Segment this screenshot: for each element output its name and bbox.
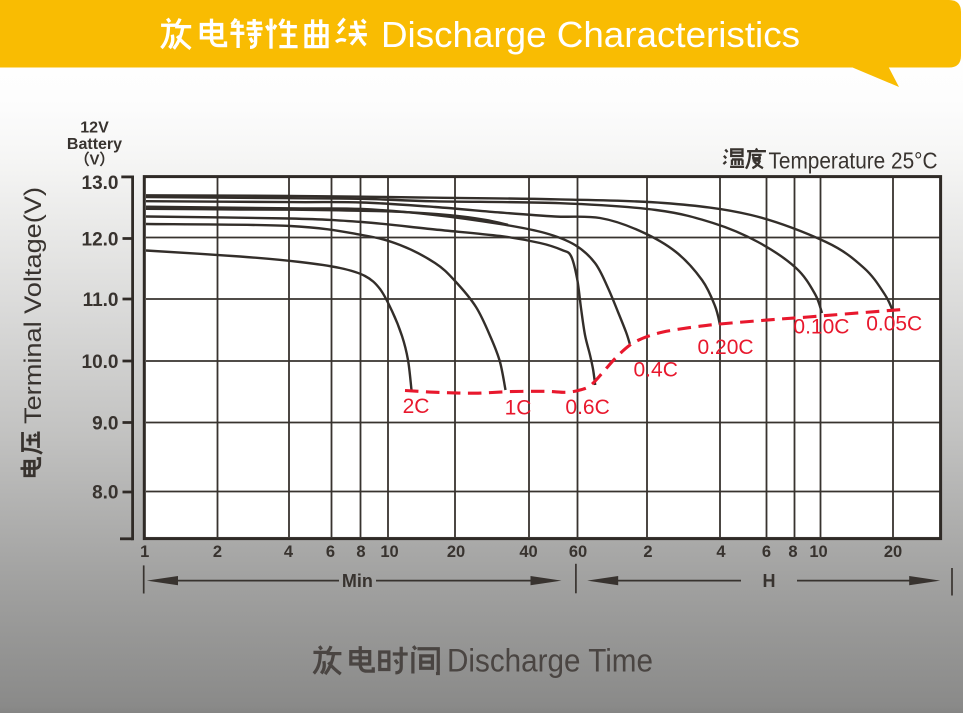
- svg-text:10.0: 10.0: [82, 352, 119, 373]
- svg-text:10: 10: [380, 543, 398, 561]
- svg-text:0.10C: 0.10C: [793, 316, 849, 339]
- svg-text:0.20C: 0.20C: [698, 336, 754, 359]
- svg-text:0.6C: 0.6C: [565, 396, 609, 419]
- svg-text:Terminal Voltage(V): Terminal Voltage(V): [20, 187, 47, 424]
- svg-text:2C: 2C: [403, 395, 430, 418]
- svg-text:0.4C: 0.4C: [634, 358, 678, 381]
- svg-text:1C: 1C: [505, 397, 532, 420]
- svg-text:10: 10: [809, 543, 827, 561]
- svg-text:20: 20: [447, 543, 465, 561]
- svg-text:8: 8: [356, 543, 365, 561]
- svg-text:8: 8: [788, 543, 797, 561]
- svg-text:2: 2: [213, 543, 222, 561]
- svg-text:40: 40: [519, 543, 537, 561]
- svg-text:60: 60: [569, 543, 587, 561]
- svg-text:（V）: （V）: [74, 151, 114, 169]
- svg-text:H: H: [763, 571, 776, 591]
- svg-text:9.0: 9.0: [92, 413, 118, 434]
- svg-text:4: 4: [716, 543, 726, 561]
- svg-text:20: 20: [884, 543, 902, 561]
- svg-text:6: 6: [762, 543, 771, 561]
- svg-text:6: 6: [326, 543, 335, 561]
- svg-text:Discharge Time: Discharge Time: [447, 642, 653, 678]
- svg-text:Battery: Battery: [67, 136, 122, 153]
- svg-text:11.0: 11.0: [83, 290, 119, 311]
- svg-text:2: 2: [643, 543, 652, 561]
- svg-text:8.0: 8.0: [92, 482, 118, 503]
- svg-text:4: 4: [284, 543, 294, 561]
- svg-text:Temperature 25°C: Temperature 25°C: [769, 148, 938, 174]
- svg-text:12.0: 12.0: [82, 229, 119, 250]
- svg-text:Min: Min: [342, 571, 373, 591]
- svg-text:13.0: 13.0: [82, 173, 119, 194]
- svg-text:1: 1: [140, 543, 149, 561]
- svg-text:0.05C: 0.05C: [866, 313, 922, 336]
- svg-text:12V: 12V: [80, 119, 109, 136]
- svg-text:Discharge Characteristics: Discharge Characteristics: [381, 14, 800, 55]
